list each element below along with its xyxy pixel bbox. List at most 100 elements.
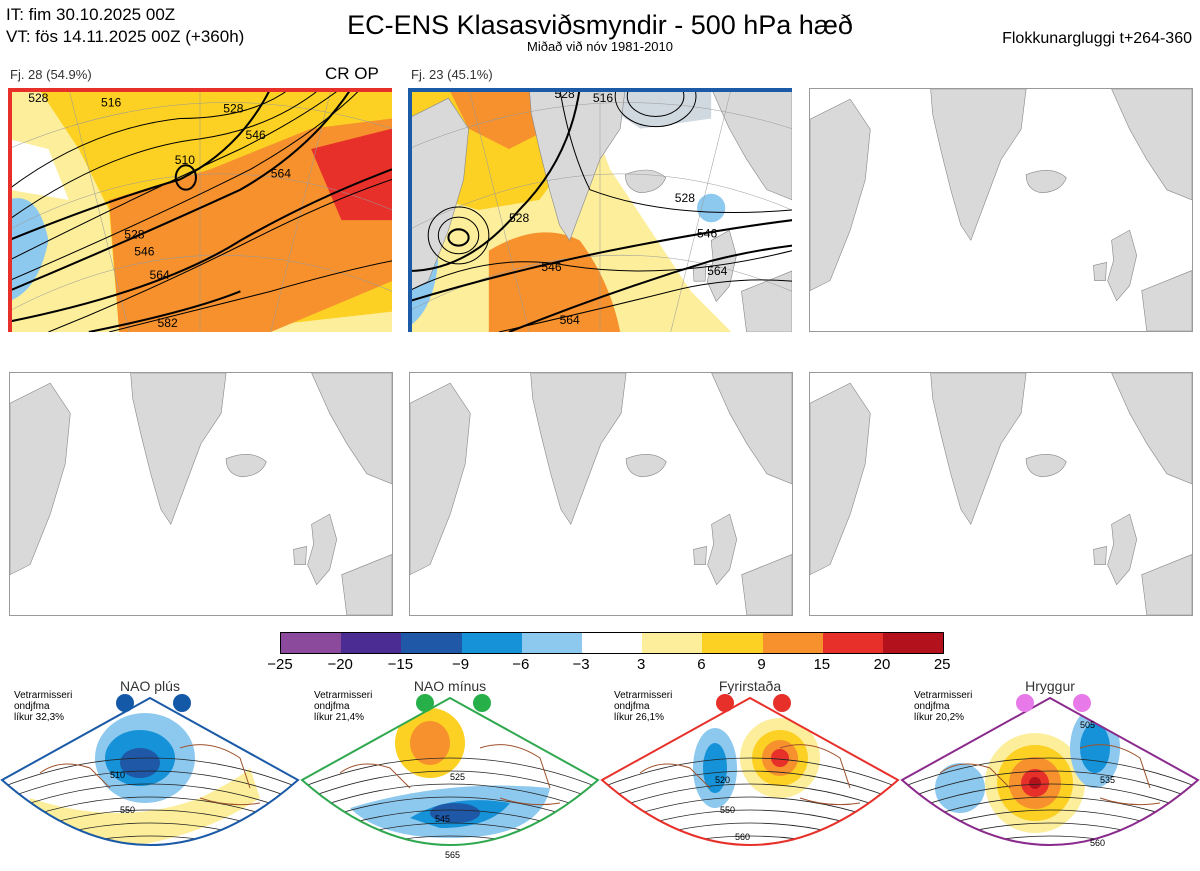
regime-title: NAO mínus bbox=[413, 678, 487, 694]
regime-month: ondjfma bbox=[614, 701, 650, 712]
regime-month: ondjfma bbox=[14, 701, 50, 712]
regime-month: ondjfma bbox=[314, 701, 350, 712]
regime-prob: líkur 26,1% bbox=[614, 712, 665, 723]
contour-label: 528 bbox=[28, 91, 48, 105]
colorbar-tick-label: −9 bbox=[452, 656, 470, 673]
empty-map-panel bbox=[9, 372, 393, 616]
regime-probability: Vetrarmisseri ondjfma líkur 21,4% bbox=[314, 690, 372, 723]
regime-map: 525 545 565 bbox=[300, 694, 600, 860]
colorbar-tick-label: 20 bbox=[873, 656, 891, 673]
contour-label: 546 bbox=[134, 245, 154, 259]
colorbar-tick-label: 3 bbox=[637, 656, 646, 673]
cluster-2-label: Fj. 23 (45.1%) bbox=[411, 67, 493, 82]
colorbar-tick-label: 6 bbox=[697, 656, 706, 673]
regime-prob: líkur 21,4% bbox=[314, 712, 365, 723]
regime-probability: Vetrarmisseri ondjfma líkur 20,2% bbox=[914, 690, 972, 723]
page-title: EC-ENS Klasasviðsmyndir - 500 hPa hæð bbox=[347, 10, 853, 40]
regime-marker-dot bbox=[773, 694, 791, 712]
regime-contour-label: 550 bbox=[720, 805, 735, 815]
regime-panel: 510 550 NAO plús Vetrarmisseri ondjfma líkur … bbox=[0, 678, 300, 871]
empty-map-panel bbox=[809, 372, 1193, 616]
contour-label: 528 bbox=[223, 101, 243, 115]
regime-season: Vetrarmisseri bbox=[914, 690, 973, 701]
cluster-1-tag: CR OP bbox=[325, 64, 379, 83]
regime-contour-label: 565 bbox=[445, 850, 460, 860]
regime-contour-label: 560 bbox=[1090, 838, 1105, 848]
contour-label: 546 bbox=[245, 128, 265, 142]
page-subtitle: Miðað við nóv 1981-2010 bbox=[527, 39, 673, 54]
colorbar-swatch bbox=[882, 633, 944, 653]
contour-label: 546 bbox=[697, 226, 717, 240]
colorbar-swatch bbox=[762, 633, 823, 653]
empty-map-panel bbox=[409, 372, 793, 616]
regime-marker-dot bbox=[716, 694, 734, 712]
regime-prob: líkur 20,2% bbox=[914, 712, 965, 723]
colorbar bbox=[280, 632, 944, 654]
contour-label: 528 bbox=[675, 191, 695, 205]
regime-map: 505 535 560 bbox=[900, 694, 1200, 848]
empty-map-panel bbox=[809, 88, 1193, 332]
cluster-2-map: 528 516 528 528 546 546 564 564 bbox=[408, 88, 792, 332]
header-info: IT: fim 30.10.2025 00Z VT: fös 14.11.202… bbox=[6, 4, 244, 48]
regime-map: 520 550 560 bbox=[600, 694, 900, 846]
regime-contour-label: 510 bbox=[110, 770, 125, 780]
contour-label: 564 bbox=[271, 166, 291, 180]
regime-contour-label: 545 bbox=[435, 814, 450, 824]
colorbar-swatch bbox=[341, 633, 402, 653]
contour-label: 528 bbox=[124, 227, 144, 241]
regime-contour-label: 525 bbox=[450, 772, 465, 782]
colorbar-tick-label: −3 bbox=[572, 656, 590, 673]
contour-label: 564 bbox=[560, 313, 580, 327]
colorbar-tick-label: −25 bbox=[267, 656, 293, 673]
cluster-1-map: 528 516 528 546 510 564 528 546 564 582 bbox=[8, 88, 392, 332]
colorbar-tick-label: −6 bbox=[512, 656, 530, 673]
contour-label: 582 bbox=[158, 316, 178, 330]
colorbar-swatch bbox=[521, 633, 582, 653]
colorbar-tick-label: 9 bbox=[757, 656, 766, 673]
regime-month: ondjfma bbox=[914, 701, 950, 712]
regime-row: 510 550 NAO plús Vetrarmisseri ondjfma líkur … bbox=[0, 678, 1200, 871]
contour-label: 564 bbox=[149, 268, 169, 282]
colorbar-swatch bbox=[702, 633, 763, 653]
regime-title: NAO plús bbox=[120, 678, 180, 694]
colorbar-swatch bbox=[581, 633, 643, 653]
init-time: IT: fim 30.10.2025 00Z bbox=[6, 5, 176, 24]
contour-label: 564 bbox=[707, 264, 727, 278]
cluster-1-label: Fj. 28 (54.9%) bbox=[10, 67, 92, 82]
contour-label: 528 bbox=[509, 211, 529, 225]
regime-title: Hryggur bbox=[1025, 678, 1075, 694]
cluster-1-border bbox=[8, 88, 392, 332]
regime-marker-dot bbox=[116, 694, 134, 712]
regime-season: Vetrarmisseri bbox=[314, 690, 373, 701]
regime-marker-dot bbox=[173, 694, 191, 712]
regime-contour-label: 550 bbox=[120, 805, 135, 815]
regime-marker-dot bbox=[473, 694, 491, 712]
regime-marker-dot bbox=[416, 694, 434, 712]
regime-season: Vetrarmisseri bbox=[614, 690, 673, 701]
contour-label: 516 bbox=[101, 95, 121, 109]
colorbar-swatch bbox=[461, 633, 522, 653]
regime-contour-label: 535 bbox=[1100, 775, 1115, 785]
contour-label: 516 bbox=[593, 91, 613, 105]
regime-panel: 525 545 565 NAO mínus Vetrarmisseri ondjfma lí… bbox=[300, 678, 600, 871]
regime-panel: 505 535 560 Hryggur Vetrarmisseri ondjfma líku… bbox=[900, 678, 1200, 871]
regime-panel: 520 550 560 Fyrirstaða Vetrarmisseri ondjfma l… bbox=[600, 678, 900, 871]
regime-prob: líkur 32,3% bbox=[14, 712, 65, 723]
colorbar-tick-label: 15 bbox=[813, 656, 831, 673]
contour-label: 510 bbox=[175, 153, 195, 167]
regime-contour-label: 560 bbox=[735, 832, 750, 842]
regime-marker-dot bbox=[1073, 694, 1091, 712]
colorbar-swatch bbox=[281, 633, 342, 653]
regime-season: Vetrarmisseri bbox=[14, 690, 73, 701]
regime-title: Fyrirstaða bbox=[718, 678, 782, 694]
colorbar-swatch bbox=[401, 633, 462, 653]
regime-map: 510 550 bbox=[0, 694, 300, 846]
regime-marker-dot bbox=[1016, 694, 1034, 712]
colorbar-swatch bbox=[822, 633, 883, 653]
colorbar-tick-label: −20 bbox=[327, 656, 353, 673]
regime-probability: Vetrarmisseri ondjfma líkur 32,3% bbox=[14, 690, 72, 723]
contour-label: 546 bbox=[541, 260, 561, 274]
colorbar-tick-label: 25 bbox=[933, 656, 951, 673]
cluster-2-border bbox=[408, 88, 792, 332]
colorbar-ticks: −25 −20 −15 −9 −6 −3 3 6 9 15 20 25 bbox=[264, 656, 958, 674]
